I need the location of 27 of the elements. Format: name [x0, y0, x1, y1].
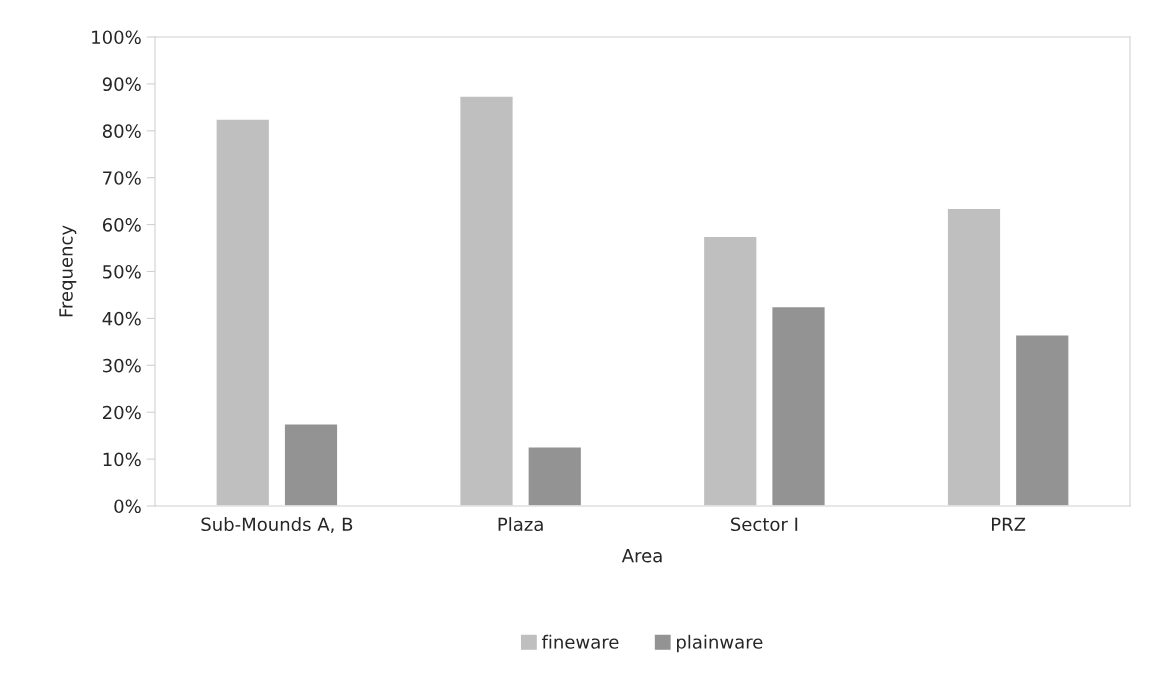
y-tick-label: 30%	[103, 358, 141, 373]
y-tick-label: 90%	[102, 77, 141, 92]
y-tick-label: 70%	[103, 171, 141, 185]
bar	[458, 95, 515, 506]
y-tick-label: 0%	[114, 499, 141, 514]
bar	[770, 305, 827, 506]
y-tick-label: 100%	[92, 30, 141, 45]
x-tick-label: Sector I	[731, 517, 798, 532]
x-tick-label: Plaza	[498, 517, 543, 532]
y-tick-label: 10%	[103, 452, 141, 467]
y-tick-label: 40%	[102, 311, 141, 326]
bar	[702, 235, 758, 506]
bar	[527, 446, 583, 506]
bar	[1014, 334, 1070, 506]
y-tick-label: 60%	[102, 218, 141, 232]
bar	[215, 118, 271, 506]
x-tick-label: Sub-Mounds A, B	[201, 517, 353, 533]
legend-label: plainware	[677, 634, 763, 653]
y-tick-label: 80%	[102, 124, 141, 138]
legend-label: fineware	[541, 634, 619, 649]
y-tick-label: 50%	[103, 264, 141, 279]
x-tick-label: PRZ	[992, 517, 1026, 531]
x-axis-title: Area	[621, 549, 662, 563]
bar	[283, 423, 339, 506]
bar	[946, 207, 1002, 506]
y-tick-label: 20%	[103, 405, 141, 420]
y-axis-title: Frequency	[59, 225, 77, 317]
